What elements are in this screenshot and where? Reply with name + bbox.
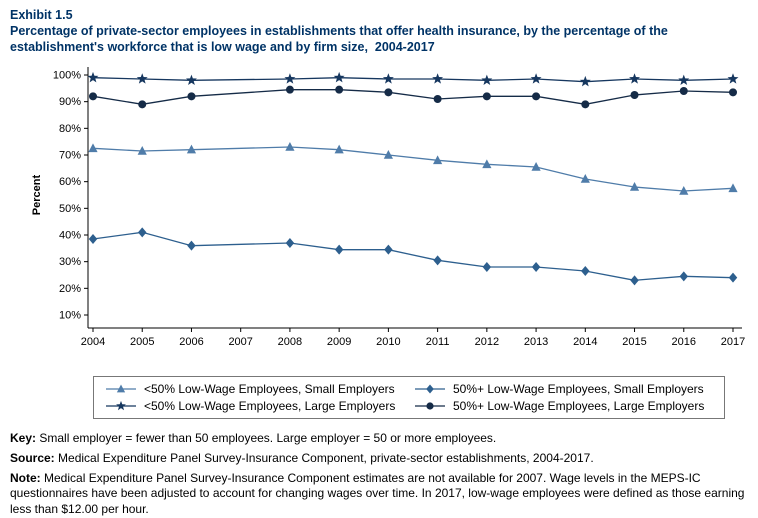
legend-item: <50% Low-Wage Employees, Small Employers [104, 382, 405, 396]
legend-item: 50%+ Low-Wage Employees, Large Employers [413, 399, 714, 413]
star-marker-icon [104, 399, 138, 413]
svg-text:2004: 2004 [81, 336, 105, 348]
svg-text:2009: 2009 [327, 336, 351, 348]
source-note: Source: Medical Expenditure Panel Survey… [10, 451, 752, 467]
svg-text:2011: 2011 [426, 336, 450, 348]
legend-label: <50% Low-Wage Employees, Large Employers [144, 399, 396, 413]
legend-item: <50% Low-Wage Employees, Large Employers [104, 399, 405, 413]
svg-text:2017: 2017 [721, 336, 745, 348]
legend-label: 50%+ Low-Wage Employees, Large Employers [453, 399, 705, 413]
legend-item: 50%+ Low-Wage Employees, Small Employers [413, 382, 714, 396]
svg-text:2006: 2006 [179, 336, 203, 348]
svg-text:2012: 2012 [475, 336, 499, 348]
chart-title: Percentage of private-sector employees i… [10, 24, 672, 54]
exhibit-label: Exhibit 1.5 [10, 8, 73, 22]
key-text: Small employer = fewer than 50 employees… [39, 431, 497, 445]
svg-text:2008: 2008 [278, 336, 302, 348]
svg-text:80%: 80% [59, 123, 81, 135]
triangle-marker-icon [104, 382, 138, 396]
svg-text:2010: 2010 [376, 336, 400, 348]
key-label: Key: [10, 431, 37, 445]
svg-text:2014: 2014 [573, 336, 597, 348]
svg-text:20%: 20% [59, 283, 81, 295]
source-text: Medical Expenditure Panel Survey-Insuran… [58, 450, 594, 465]
chart-legend: <50% Low-Wage Employees, Small Employers… [93, 376, 725, 419]
chart-header: Exhibit 1.5 Percentage of private-sector… [0, 0, 758, 55]
svg-text:30%: 30% [59, 256, 81, 268]
svg-text:10%: 10% [59, 310, 81, 322]
svg-text:90%: 90% [59, 96, 81, 108]
source-label: Source: [10, 450, 55, 465]
svg-text:2016: 2016 [672, 336, 696, 348]
chart-footnotes: Key: Small employer = fewer than 50 empl… [10, 431, 752, 518]
svg-text:60%: 60% [59, 176, 81, 188]
note-text: Medical Expenditure Panel Survey-Insuran… [10, 470, 745, 517]
svg-text:70%: 70% [59, 150, 81, 162]
svg-text:2015: 2015 [622, 336, 646, 348]
circle-marker-icon [413, 399, 447, 413]
key-note: Key: Small employer = fewer than 50 empl… [10, 431, 752, 447]
svg-text:40%: 40% [59, 230, 81, 242]
methodology-note: Note: Medical Expenditure Panel Survey-I… [10, 471, 752, 518]
svg-text:2013: 2013 [524, 336, 548, 348]
line-chart: 10% 20% 30% 40% 50% 60% 70% 80% 90% 100% 2004 2005 2… [31, 67, 745, 348]
note-label: Note: [10, 470, 41, 485]
svg-text:100%: 100% [53, 70, 81, 82]
diamond-marker-icon [413, 382, 447, 396]
svg-text:Percent: Percent [31, 174, 43, 215]
legend-label: 50%+ Low-Wage Employees, Small Employers [453, 382, 704, 396]
legend-label: <50% Low-Wage Employees, Small Employers [144, 382, 395, 396]
svg-text:2005: 2005 [130, 336, 154, 348]
svg-text:50%: 50% [59, 203, 81, 215]
svg-text:2007: 2007 [228, 336, 252, 348]
